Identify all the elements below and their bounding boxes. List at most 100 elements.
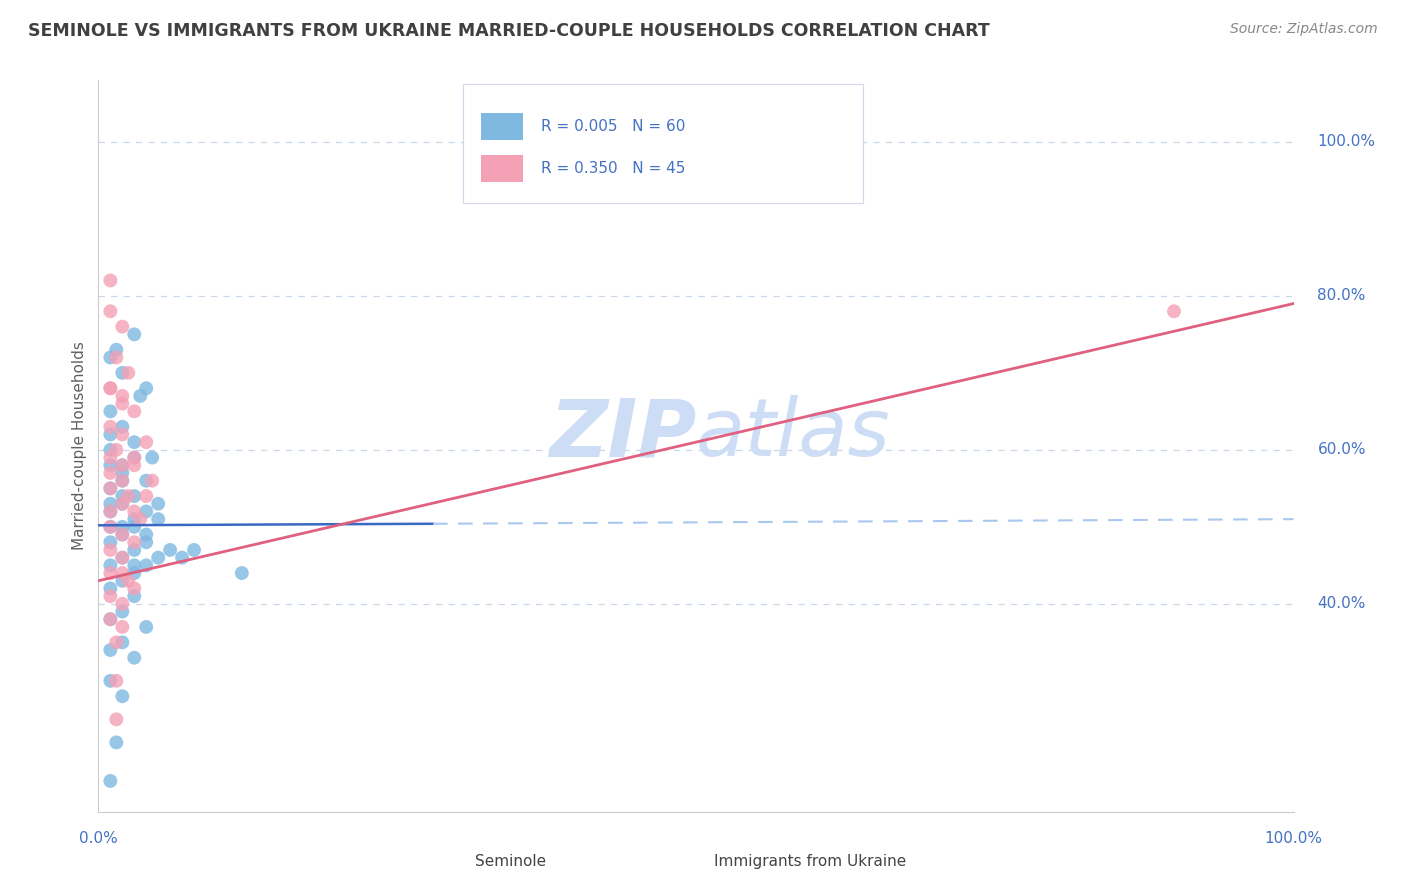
Point — [98, 442, 122, 457]
Point — [98, 427, 122, 442]
Point — [105, 635, 128, 649]
Point — [98, 773, 122, 788]
Bar — [481, 113, 523, 140]
Point — [159, 543, 181, 558]
Point — [124, 650, 146, 665]
Point — [111, 497, 134, 511]
Point — [105, 442, 128, 457]
Point — [111, 497, 134, 511]
Text: R = 0.005   N = 60: R = 0.005 N = 60 — [540, 119, 685, 134]
Point — [111, 605, 134, 619]
Point — [98, 535, 122, 549]
Point — [111, 597, 134, 611]
Point — [135, 527, 157, 541]
Point — [98, 520, 122, 534]
Point — [124, 450, 146, 465]
Point — [111, 635, 134, 649]
Point — [98, 643, 122, 657]
FancyBboxPatch shape — [463, 84, 863, 203]
Point — [148, 550, 170, 565]
Point — [105, 343, 128, 357]
Point — [98, 497, 122, 511]
Y-axis label: Married-couple Households: Married-couple Households — [72, 342, 87, 550]
Point — [124, 435, 146, 450]
Point — [98, 566, 122, 580]
Point — [135, 504, 157, 518]
Point — [98, 458, 122, 473]
Point — [1163, 304, 1185, 318]
Point — [111, 566, 134, 580]
Point — [98, 466, 122, 480]
Text: atlas: atlas — [696, 395, 891, 474]
Point — [105, 735, 128, 749]
Point — [111, 550, 134, 565]
Point — [98, 481, 122, 495]
Point — [124, 535, 146, 549]
Point — [135, 620, 157, 634]
Point — [124, 582, 146, 596]
Point — [111, 690, 134, 704]
Text: R = 0.350   N = 45: R = 0.350 N = 45 — [540, 161, 685, 177]
Point — [135, 435, 157, 450]
Point — [98, 273, 122, 287]
Text: 100.0%: 100.0% — [1264, 831, 1323, 846]
Point — [117, 574, 139, 588]
Point — [111, 520, 134, 534]
Bar — [433, 852, 463, 871]
Bar — [481, 155, 523, 182]
Point — [129, 389, 152, 403]
Point — [111, 458, 134, 473]
Point — [98, 673, 122, 688]
Text: Seminole: Seminole — [475, 855, 546, 870]
Text: ZIP: ZIP — [548, 395, 696, 474]
Point — [141, 450, 163, 465]
Point — [98, 304, 122, 318]
Point — [105, 673, 128, 688]
Text: 80.0%: 80.0% — [1317, 288, 1365, 303]
Point — [117, 489, 139, 503]
Point — [111, 427, 134, 442]
Point — [111, 620, 134, 634]
Point — [111, 527, 134, 541]
Point — [111, 419, 134, 434]
Point — [98, 612, 122, 626]
Point — [111, 397, 134, 411]
Point — [111, 474, 134, 488]
Point — [135, 535, 157, 549]
Point — [98, 582, 122, 596]
Point — [111, 550, 134, 565]
Point — [135, 558, 157, 573]
Point — [98, 450, 122, 465]
Point — [98, 558, 122, 573]
Point — [111, 466, 134, 480]
Point — [105, 351, 128, 365]
Point — [231, 566, 253, 580]
Point — [98, 520, 122, 534]
Point — [111, 527, 134, 541]
Point — [129, 512, 152, 526]
Point — [111, 319, 134, 334]
Point — [183, 543, 205, 558]
Point — [111, 458, 134, 473]
Text: 0.0%: 0.0% — [79, 831, 118, 846]
Point — [124, 504, 146, 518]
Text: 60.0%: 60.0% — [1317, 442, 1365, 458]
Point — [124, 327, 146, 342]
Point — [124, 458, 146, 473]
Point — [98, 612, 122, 626]
Point — [124, 558, 146, 573]
Point — [111, 489, 134, 503]
Text: 100.0%: 100.0% — [1317, 135, 1375, 149]
Point — [124, 520, 146, 534]
Point — [98, 481, 122, 495]
Point — [124, 566, 146, 580]
Point — [111, 389, 134, 403]
Point — [98, 504, 122, 518]
Bar — [672, 852, 702, 871]
Point — [111, 474, 134, 488]
Point — [124, 404, 146, 418]
Point — [98, 419, 122, 434]
Point — [141, 474, 163, 488]
Point — [135, 474, 157, 488]
Point — [98, 381, 122, 395]
